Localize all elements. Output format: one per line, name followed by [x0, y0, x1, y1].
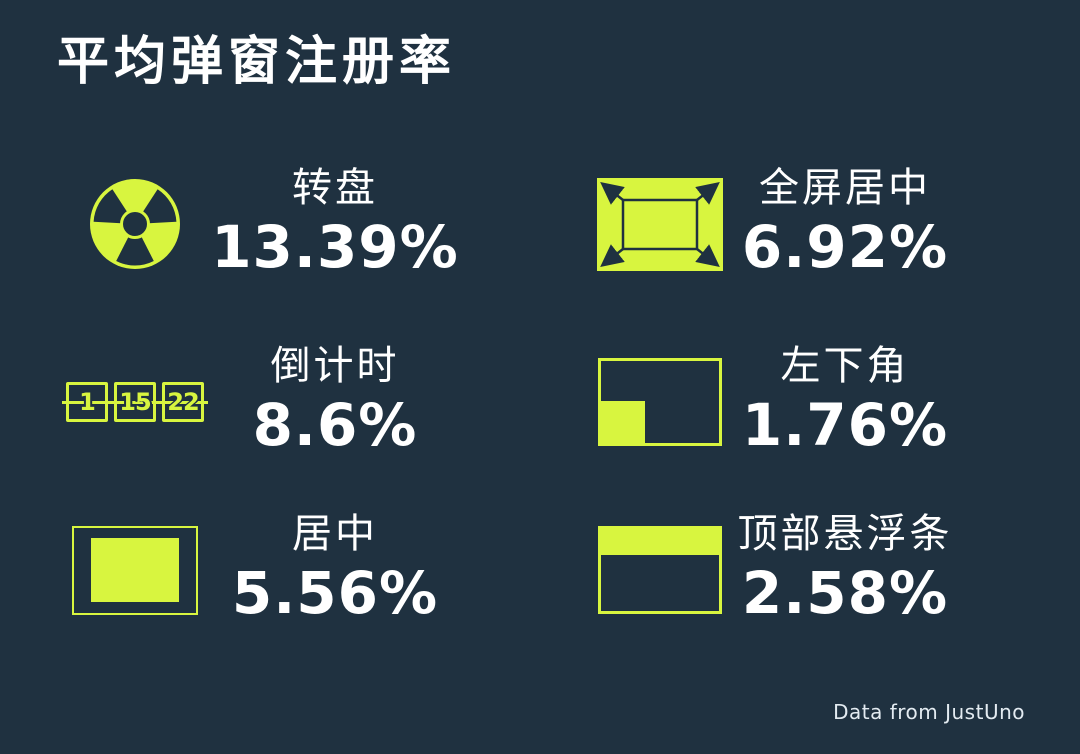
stat-value: 6.92% [741, 213, 949, 282]
stat-value: 8.6% [252, 391, 418, 460]
flip-digit: 22 [167, 388, 199, 416]
stat-label: 左下角 [780, 343, 910, 390]
stat-value: 2.58% [741, 559, 949, 628]
stat-label: 居中 [292, 511, 378, 558]
stat-item-bottom-left: 左下角 1.76% [585, 331, 1045, 473]
stat-item-fullscreen-center: 全屏居中 6.92% [585, 153, 1045, 295]
fullscreen-expand-icon [585, 177, 735, 271]
centered-box-icon [60, 525, 210, 615]
stat-label: 转盘 [292, 165, 378, 212]
flip-box-1: 1 [62, 382, 112, 422]
page-title: 平均弹窗注册率 [57, 32, 457, 92]
stat-label: 全屏居中 [759, 165, 931, 212]
stat-item-wheel: 转盘 13.39% [60, 153, 520, 295]
flip-box-2: 15 [110, 382, 160, 422]
flip-countdown-icon: 1 15 22 [60, 382, 210, 422]
data-source-credit: Data from JustUno [833, 700, 1025, 724]
stat-label: 倒计时 [270, 343, 400, 390]
top-floating-bar-icon [585, 526, 735, 614]
stat-value: 5.56% [231, 559, 439, 628]
stat-item-countdown: 1 15 22 倒计时 8.6% [60, 331, 520, 473]
stat-label: 顶部悬浮条 [737, 511, 953, 558]
prize-wheel-icon [60, 176, 210, 272]
flip-digit: 15 [119, 388, 151, 416]
bottom-left-corner-icon [585, 358, 735, 446]
flip-digit: 1 [79, 388, 96, 416]
stat-item-top-bar: 顶部悬浮条 2.58% [585, 499, 1045, 641]
stat-value: 1.76% [741, 391, 949, 460]
stat-value: 13.39% [211, 213, 459, 282]
flip-box-3: 22 [158, 382, 208, 422]
stat-item-center: 居中 5.56% [60, 499, 520, 641]
